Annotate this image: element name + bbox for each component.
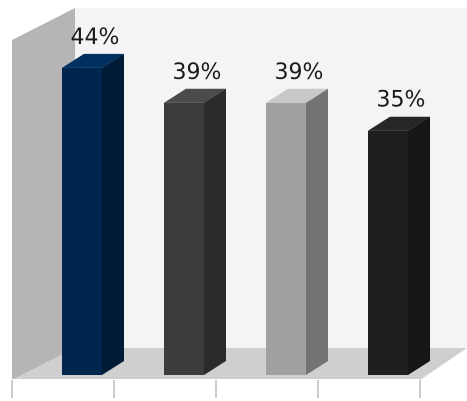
bar-front-face: [368, 131, 408, 375]
bar-side-face: [306, 89, 328, 375]
bar: [368, 117, 430, 375]
bar-side-face: [408, 117, 430, 375]
bar-side-face: [102, 54, 124, 375]
value-label: 39%: [173, 60, 222, 85]
bar-front-face: [164, 103, 204, 375]
bar: [62, 54, 124, 375]
bar-front-face: [62, 68, 102, 375]
bar-front-face: [266, 103, 306, 375]
value-label: 35%: [377, 88, 426, 113]
bar-side-face: [204, 89, 226, 375]
bar: [164, 89, 226, 375]
value-label: 39%: [275, 60, 324, 85]
value-label: 44%: [71, 25, 120, 50]
bar: [266, 89, 328, 375]
